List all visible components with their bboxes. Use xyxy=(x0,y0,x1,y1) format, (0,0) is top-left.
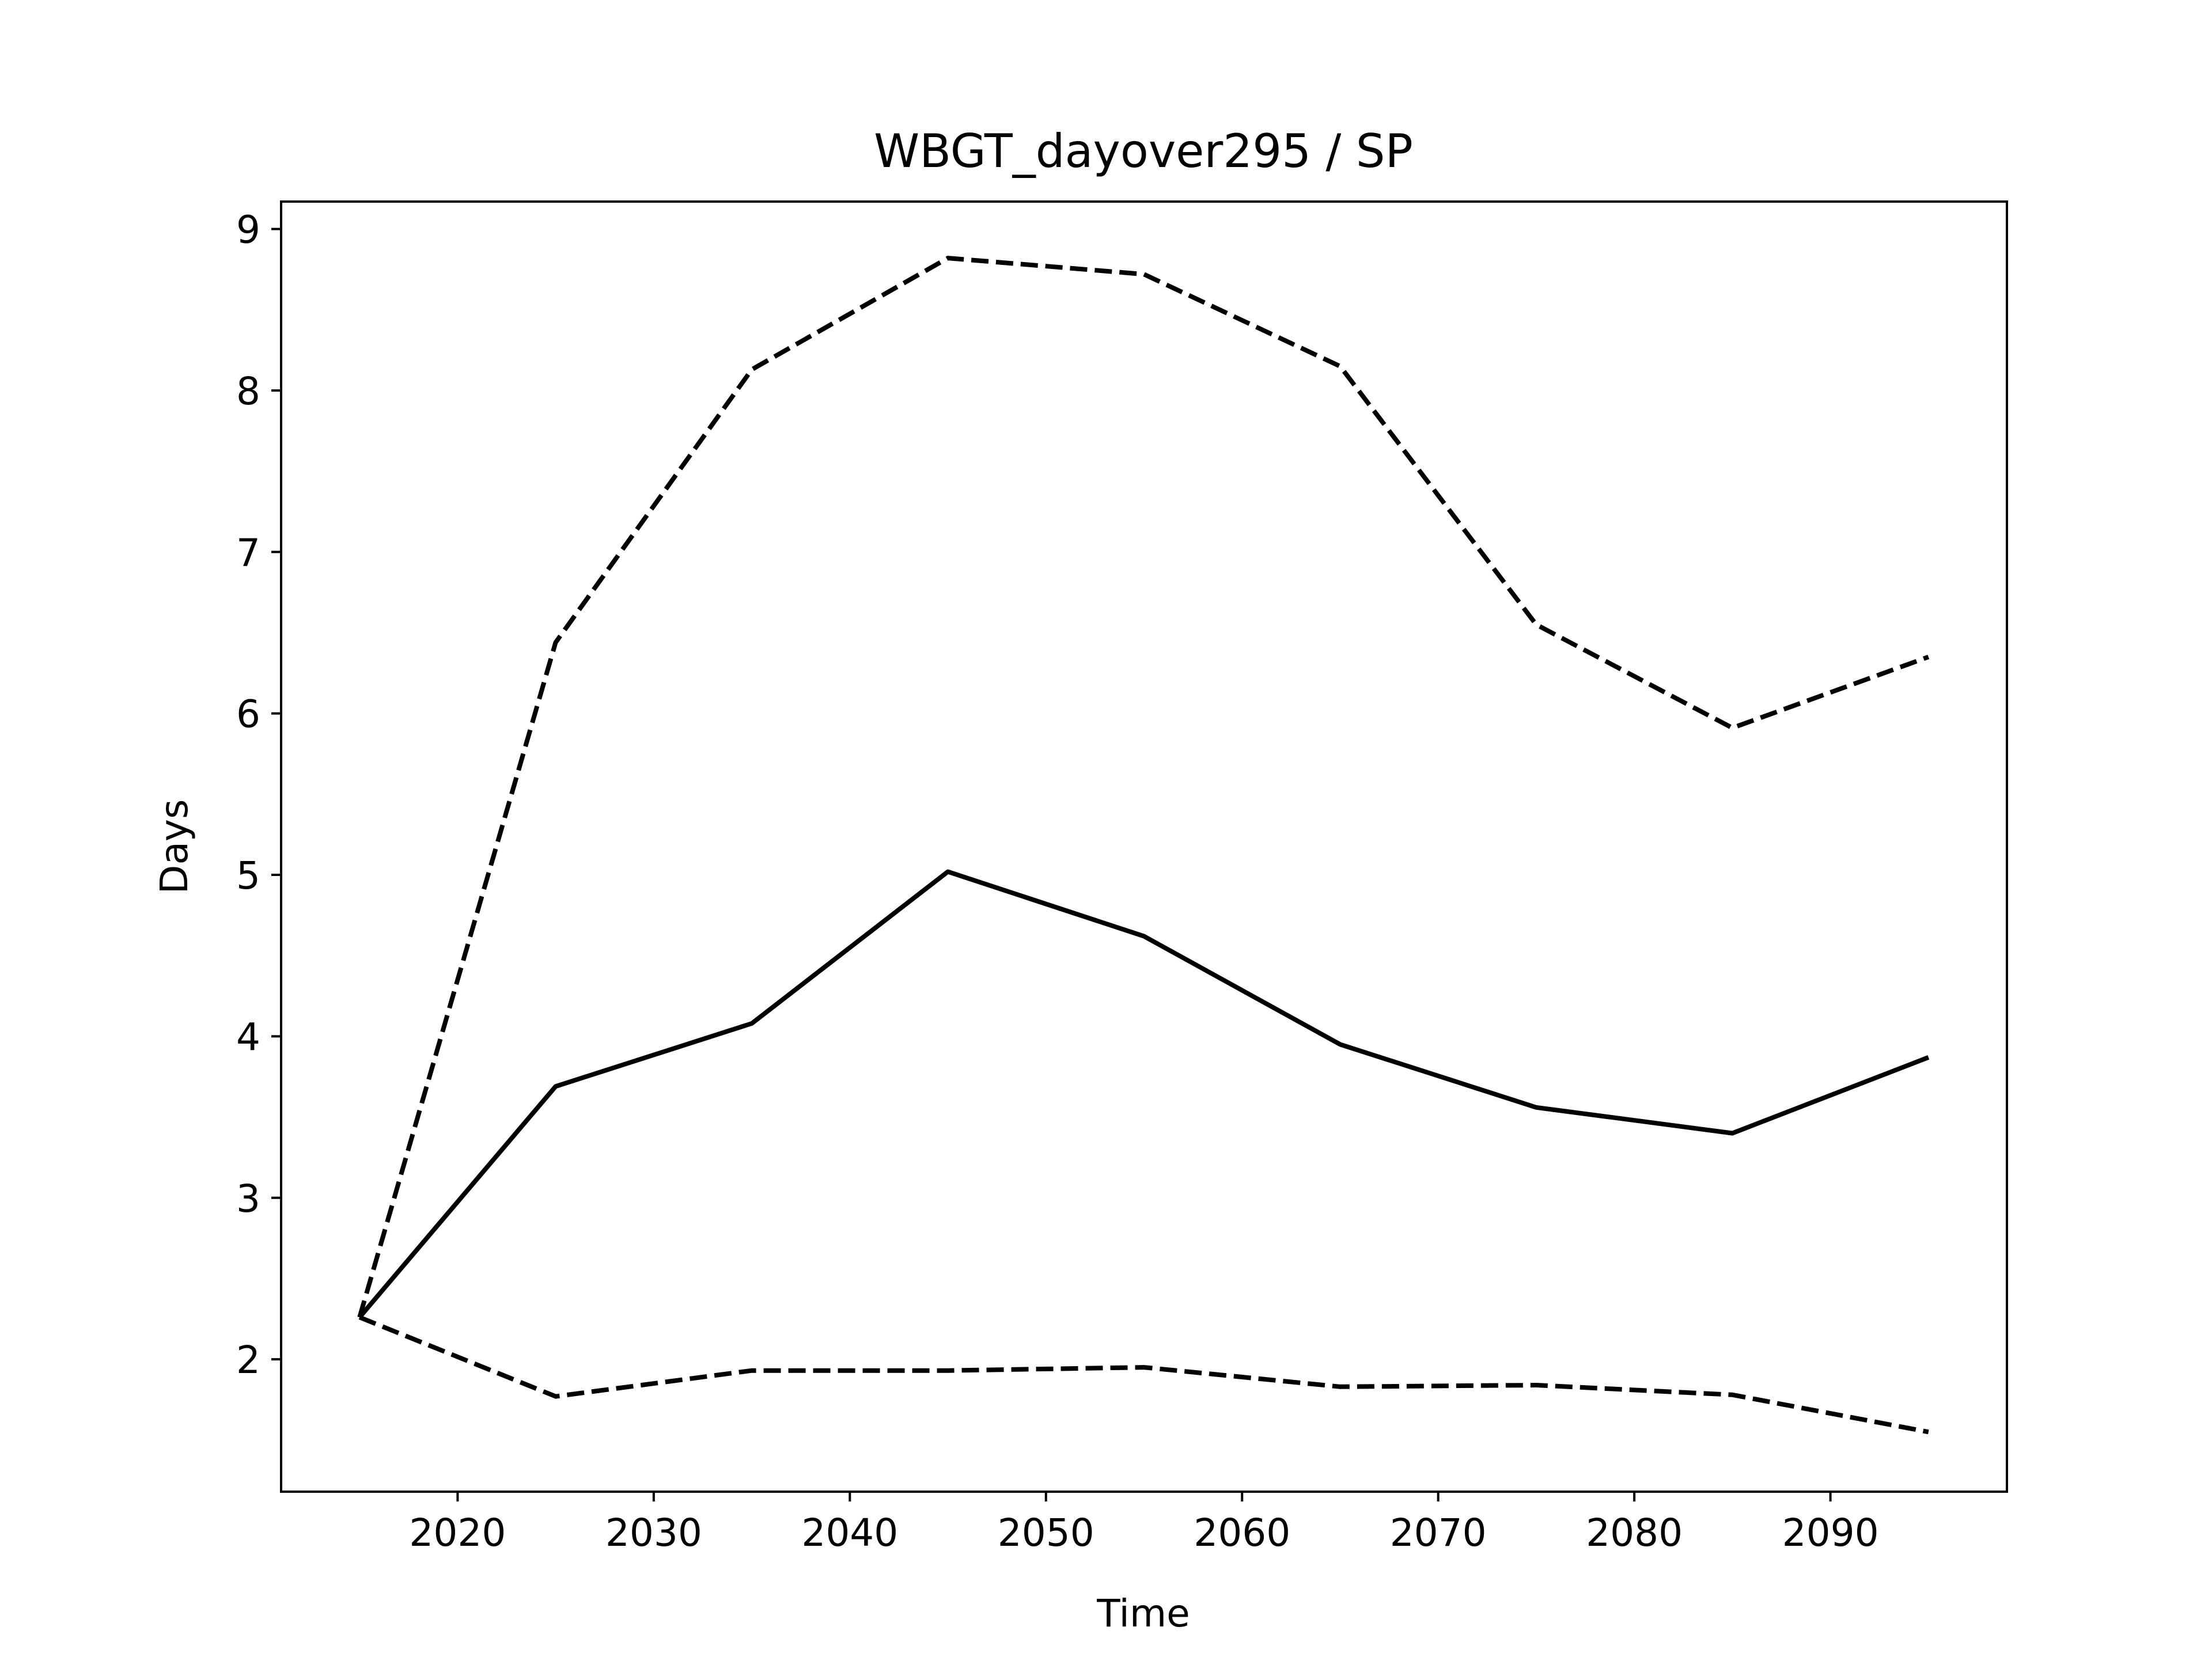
series-layer xyxy=(357,256,1930,1435)
y-tick-label: 4 xyxy=(236,1015,260,1059)
chart-title: WBGT_dayover295 / SP xyxy=(874,124,1413,178)
y-tick-label: 7 xyxy=(236,530,260,575)
y-axis-ticks: 2 3 4 5 6 7 8 9 xyxy=(236,208,281,1382)
x-tick-label: 2050 xyxy=(998,1511,1094,1555)
y-axis-label: Days xyxy=(152,799,196,894)
x-tick-label: 2070 xyxy=(1390,1511,1487,1555)
x-tick-label: 2090 xyxy=(1782,1511,1879,1555)
y-tick-label: 2 xyxy=(236,1338,260,1382)
series-line-3 xyxy=(358,1315,1929,1435)
x-axis-ticks: 2020 2030 2040 2050 2060 2070 2080 2090 xyxy=(409,1492,1879,1555)
y-tick-label: 6 xyxy=(236,692,260,737)
x-tick-label: 2080 xyxy=(1586,1511,1683,1555)
y-tick-label: 9 xyxy=(236,208,260,252)
x-tick-label: 2060 xyxy=(1194,1511,1290,1555)
plot-area-frame xyxy=(280,200,2008,1493)
x-tick-label: 2020 xyxy=(409,1511,506,1555)
x-axis-label: Time xyxy=(1096,1591,1190,1636)
y-tick-label: 3 xyxy=(236,1177,260,1221)
y-tick-label: 8 xyxy=(236,369,260,414)
x-tick-label: 2040 xyxy=(801,1511,898,1555)
x-tick-label: 2030 xyxy=(605,1511,702,1555)
y-tick-label: 5 xyxy=(236,854,260,898)
series-line-1 xyxy=(358,869,1930,1319)
